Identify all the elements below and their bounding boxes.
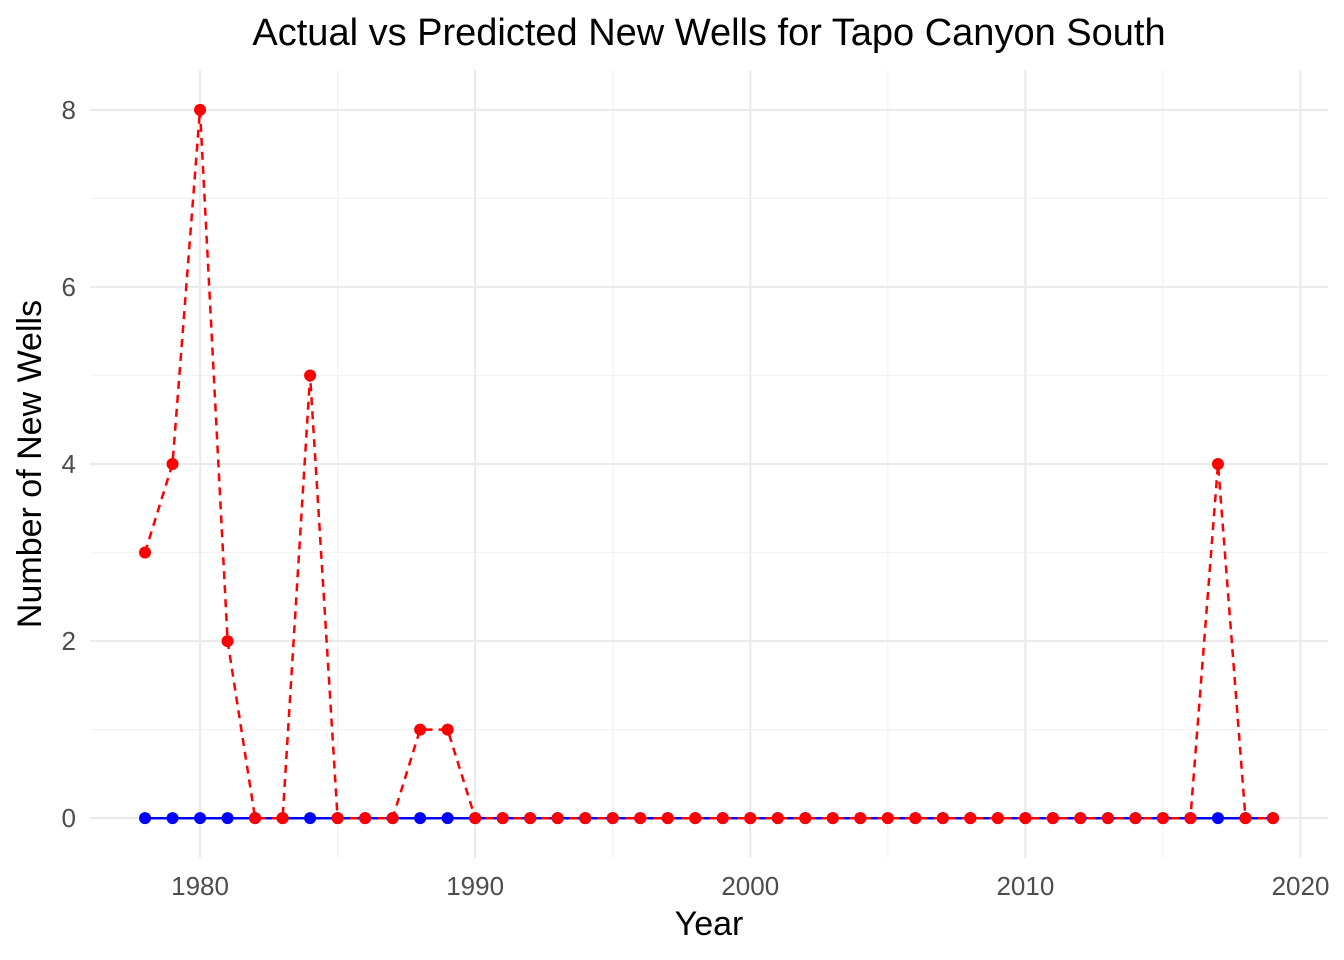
data-point [634, 812, 647, 825]
data-point [139, 812, 152, 825]
data-point [689, 812, 702, 825]
y-tick-label: 8 [62, 95, 76, 125]
data-point [386, 812, 399, 825]
data-point [441, 723, 454, 736]
data-point [1156, 812, 1169, 825]
data-point [1101, 812, 1114, 825]
tick-labels: 1980 1990 2000 2010 2020 0 2 4 6 8 [62, 95, 1330, 901]
x-tick-label: 1980 [171, 871, 229, 901]
y-axis-title: Number of New Wells [11, 300, 49, 628]
data-point [964, 812, 977, 825]
data-point [1266, 812, 1279, 825]
data-point [1019, 812, 1032, 825]
data-point [1046, 812, 1059, 825]
data-point [936, 812, 949, 825]
series-2 [139, 103, 1279, 825]
y-tick-label: 2 [62, 626, 76, 656]
data-point [524, 812, 537, 825]
y-tick-label: 0 [62, 803, 76, 833]
x-tick-label: 1990 [446, 871, 504, 901]
data-point [304, 812, 317, 825]
data-point [276, 812, 289, 825]
data-point [194, 103, 207, 116]
chart-title: Actual vs Predicted New Wells for Tapo C… [252, 12, 1165, 54]
data-point [359, 812, 372, 825]
data-point [441, 812, 454, 825]
data-point [1074, 812, 1087, 825]
x-tick-label: 2010 [996, 871, 1054, 901]
data-point [854, 812, 867, 825]
data-point [249, 812, 262, 825]
data-point [579, 812, 592, 825]
x-axis-title: Year [675, 905, 744, 943]
data-point [221, 812, 234, 825]
data-point [1129, 812, 1142, 825]
data-point [1239, 812, 1252, 825]
data-point [221, 635, 234, 648]
data-point [414, 812, 427, 825]
data-point [304, 369, 317, 382]
data-point [991, 812, 1004, 825]
data-point [1211, 458, 1224, 470]
data-point [744, 812, 757, 825]
data-point [716, 812, 729, 825]
data-point [606, 812, 619, 825]
data-point [414, 723, 427, 736]
data-point [139, 546, 152, 559]
series-layer [139, 103, 1279, 825]
data-point [799, 812, 812, 825]
data-point [1211, 812, 1224, 825]
data-point [661, 812, 674, 825]
data-point [194, 812, 207, 825]
data-point [826, 812, 839, 825]
grid [90, 70, 1328, 858]
x-tick-label: 2000 [721, 871, 779, 901]
data-point [331, 812, 344, 825]
data-point [166, 458, 179, 470]
data-point [1184, 812, 1197, 825]
data-point [771, 812, 784, 825]
data-point [551, 812, 564, 825]
y-tick-label: 4 [62, 449, 76, 479]
data-point [469, 812, 482, 825]
data-point [881, 812, 894, 825]
data-point [166, 812, 179, 825]
x-tick-label: 2020 [1272, 871, 1330, 901]
data-point [496, 812, 509, 825]
y-tick-label: 6 [62, 272, 76, 302]
data-point [909, 812, 922, 825]
